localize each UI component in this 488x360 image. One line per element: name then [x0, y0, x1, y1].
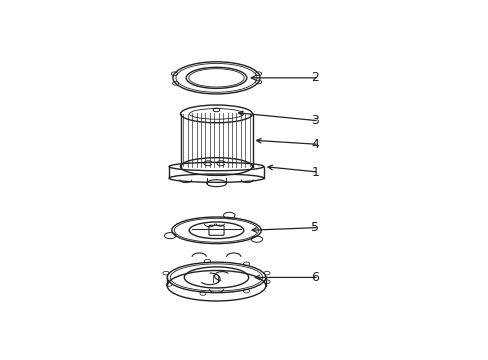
Text: 2: 2	[311, 71, 319, 84]
Text: 1: 1	[311, 166, 319, 179]
Text: 6: 6	[311, 271, 319, 284]
Text: 4: 4	[311, 138, 319, 151]
Text: 5: 5	[311, 221, 319, 234]
Text: 3: 3	[311, 114, 319, 127]
